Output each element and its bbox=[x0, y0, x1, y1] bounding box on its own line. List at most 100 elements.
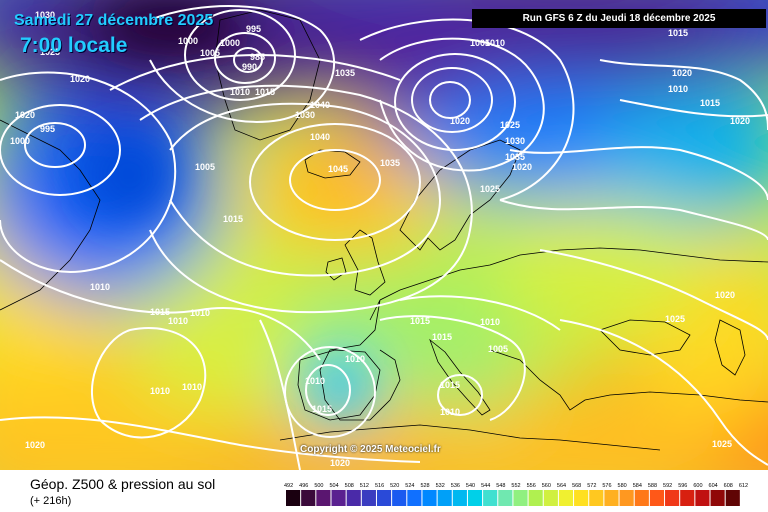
colorbar-swatch bbox=[574, 490, 589, 506]
colorbar-swatch bbox=[725, 490, 740, 506]
isobar-label: 1035 bbox=[380, 158, 400, 168]
colorbar-tick-label: 556 bbox=[527, 483, 536, 489]
colorbar-swatch bbox=[649, 490, 665, 506]
colorbar-swatch bbox=[619, 490, 634, 506]
isobar-label: 1015 bbox=[432, 332, 452, 342]
isobar-label: 995 bbox=[40, 124, 55, 134]
colorbar-tick-label: 500 bbox=[314, 483, 323, 489]
isobar-label: 1020 bbox=[25, 440, 45, 450]
colorbar-tick-label: 516 bbox=[375, 483, 384, 489]
colorbar-tick-label: 592 bbox=[663, 483, 672, 489]
isobar-label: 1020 bbox=[70, 74, 90, 84]
colorbar-tick-label: 528 bbox=[420, 483, 429, 489]
colorbar-tick-label: 532 bbox=[436, 483, 445, 489]
isobar-label: 1015 bbox=[312, 404, 332, 414]
run-info: Run GFS 6 Z du Jeudi 18 décembre 2025 bbox=[472, 9, 766, 28]
colorbar-swatch bbox=[467, 490, 483, 506]
colorbar-swatch bbox=[589, 490, 604, 506]
isobar-label: 1025 bbox=[712, 439, 732, 449]
isobar-label: 1025 bbox=[665, 314, 685, 324]
colorbar-swatch bbox=[422, 490, 437, 506]
isobar-label: 985 bbox=[250, 52, 265, 62]
colorbar-swatch bbox=[301, 490, 316, 506]
colorbar-tick-label: 568 bbox=[572, 483, 581, 489]
isobar-label: 1010 bbox=[190, 308, 210, 318]
colorbar-tick-label: 552 bbox=[511, 483, 520, 489]
isobar-label: 1015 bbox=[410, 316, 430, 326]
isobar-label: 1010 bbox=[668, 84, 688, 94]
colorbar-swatch bbox=[528, 490, 543, 506]
colorbar-swatch bbox=[710, 490, 725, 506]
isobar-label: 1020 bbox=[715, 290, 735, 300]
colorbar-swatch bbox=[680, 490, 695, 506]
isobar-label: 1000 bbox=[220, 38, 240, 48]
isobar-label: 1045 bbox=[328, 164, 348, 174]
isobar-label: 1010 bbox=[168, 316, 188, 326]
colorbar-swatch bbox=[543, 490, 558, 506]
colorbar-swatch bbox=[346, 490, 361, 506]
colorbar-tick-label: 604 bbox=[709, 483, 718, 489]
colorbar-swatch bbox=[286, 490, 301, 506]
isobar-label: 990 bbox=[242, 62, 257, 72]
colorbar-tick-label: 596 bbox=[678, 483, 687, 489]
isobar-label: 1010 bbox=[480, 317, 500, 327]
colorbar-tick-label: 572 bbox=[587, 483, 596, 489]
isobar-label: 1030 bbox=[295, 110, 315, 120]
isobar-label: 1015 bbox=[150, 307, 170, 317]
isobar-label: 1025 bbox=[40, 47, 60, 57]
coastlines bbox=[0, 9, 768, 451]
isobar-label: 1040 bbox=[310, 100, 330, 110]
isobar-label: 1010 bbox=[305, 376, 325, 386]
isobar-label: 1040 bbox=[310, 132, 330, 142]
legend-title: Géop. Z500 & pression au sol bbox=[30, 476, 216, 492]
colorbar-tick-label: 496 bbox=[299, 483, 308, 489]
forecast-date: Samedi 27 décembre 2025 bbox=[14, 12, 214, 29]
isobar-label: 1005 bbox=[470, 38, 490, 48]
colorbar-tick-label: 600 bbox=[693, 483, 702, 489]
legend-bar: Géop. Z500 & pression au sol (+ 216h) 49… bbox=[0, 470, 768, 512]
colorbar-tick-label: 544 bbox=[481, 483, 490, 489]
colorbar-tick-label: 520 bbox=[390, 483, 399, 489]
colorbar-swatch bbox=[316, 490, 331, 506]
isobar-label: 1015 bbox=[700, 98, 720, 108]
isobar-label: 1000 bbox=[178, 36, 198, 46]
isobar-label: 1025 bbox=[480, 184, 500, 194]
colorbar-swatch bbox=[483, 490, 498, 506]
isobar-label: 1020 bbox=[730, 116, 750, 126]
isobar-label: 1005 bbox=[488, 344, 508, 354]
colorbar-swatch bbox=[695, 490, 710, 506]
isobar-label: 1020 bbox=[450, 116, 470, 126]
colorbar-swatch bbox=[361, 490, 376, 506]
colorbar-tick-label: 548 bbox=[496, 483, 505, 489]
colorbar-tick-label: 608 bbox=[724, 483, 733, 489]
copyright-text: Copyright © 2025 Meteociel.fr bbox=[300, 444, 441, 455]
colorbar-swatch bbox=[513, 490, 528, 506]
isobar-label: 1000 bbox=[10, 136, 30, 146]
isobar-label: 1025 bbox=[500, 120, 520, 130]
colorbar-swatch bbox=[634, 490, 649, 506]
colorbar-swatch bbox=[498, 490, 513, 506]
isobar-label: 1010 bbox=[230, 87, 250, 97]
colorbar-tick-label: 524 bbox=[405, 483, 414, 489]
isobar-label: 1020 bbox=[672, 68, 692, 78]
colorbar-tick-label: 492 bbox=[284, 483, 293, 489]
isobar-label: 1010 bbox=[485, 38, 505, 48]
colorbar-tick-label: 564 bbox=[557, 483, 566, 489]
colorbar-swatch bbox=[558, 490, 574, 506]
colorbar-tick-label: 584 bbox=[633, 483, 642, 489]
isobar-label: 995 bbox=[246, 24, 261, 34]
isobar-label: 1005 bbox=[195, 162, 215, 172]
colorbar-tick-label: 576 bbox=[602, 483, 611, 489]
isobar-label: 1030 bbox=[35, 10, 55, 20]
colorbar: 492 496 500 504 508 512 516 520 524 528 532 536 540 5… bbox=[284, 483, 748, 506]
isobar-label: 1010 bbox=[440, 407, 460, 417]
isobar-label: 1035 bbox=[335, 68, 355, 78]
isobar-label: 1030 bbox=[505, 136, 525, 146]
colorbar-swatch bbox=[437, 490, 452, 506]
geopotential-field bbox=[0, 0, 768, 470]
isobars bbox=[0, 5, 768, 470]
isobar-label: 1010 bbox=[182, 382, 202, 392]
isobar-label: 1035 bbox=[505, 152, 525, 162]
isobar-label: 1020 bbox=[15, 110, 35, 120]
